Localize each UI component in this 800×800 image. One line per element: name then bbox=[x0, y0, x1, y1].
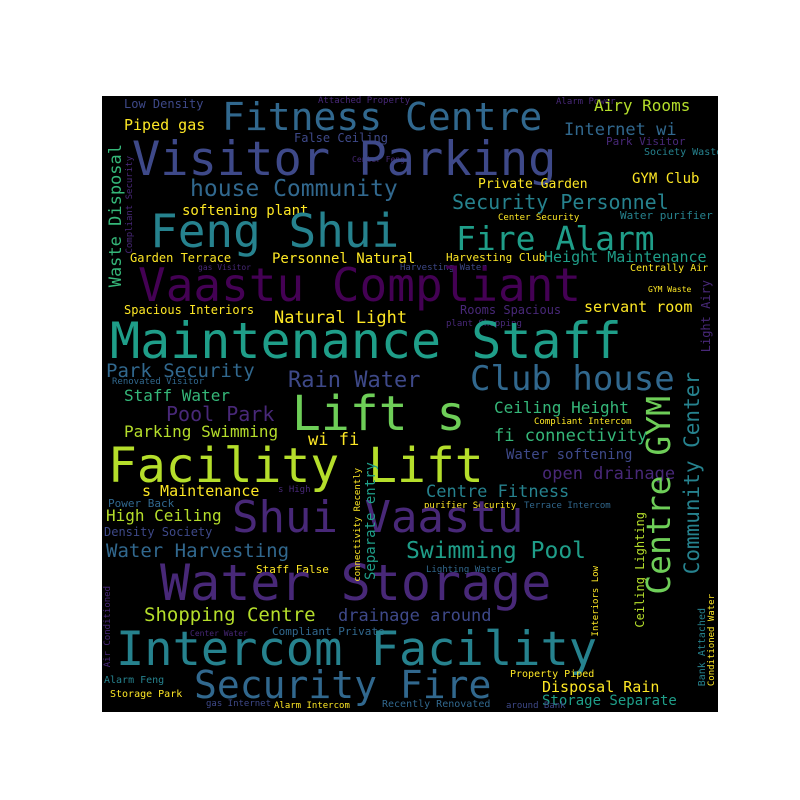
word: Water purifier bbox=[620, 209, 713, 222]
word: wi fi bbox=[308, 430, 360, 450]
word: GYM Waste bbox=[648, 285, 692, 294]
word: Alarm Intercom bbox=[274, 701, 350, 711]
word: Attached Property bbox=[318, 96, 411, 106]
word: Swimming Pool bbox=[406, 538, 587, 564]
word: Storage Separate bbox=[542, 693, 677, 709]
word: gas Internet bbox=[206, 699, 272, 709]
word: Harvesting Club bbox=[446, 251, 546, 264]
word: High Ceiling bbox=[106, 506, 222, 525]
word: Storage Park bbox=[110, 689, 183, 700]
word: Water Storage bbox=[160, 554, 552, 612]
word: Recently Renovated bbox=[382, 699, 491, 710]
word: Garden Terrace bbox=[130, 251, 232, 265]
word: Maintenance Staff bbox=[110, 312, 622, 370]
word: Vaastu Compliant bbox=[138, 258, 582, 312]
word: False Ceiling bbox=[294, 131, 388, 145]
word: Disposal Rain bbox=[542, 678, 660, 696]
word: Centre Fitness bbox=[426, 482, 570, 502]
word: softening plant bbox=[182, 203, 309, 219]
word: Pool Park bbox=[166, 402, 275, 426]
word: Piped gas bbox=[124, 116, 206, 134]
word: Interiors Low bbox=[591, 566, 601, 637]
word: Natural Light bbox=[274, 308, 408, 328]
word: Compliant Security bbox=[125, 156, 135, 254]
word: Harvesting Water bbox=[400, 263, 487, 273]
word: plant Shopping bbox=[446, 319, 522, 329]
word: Waste Disposal bbox=[106, 144, 126, 288]
word: Power Back bbox=[108, 497, 175, 510]
word: Facility Lift bbox=[108, 438, 484, 494]
word: Lift s bbox=[292, 386, 466, 442]
word: Private Garden bbox=[478, 177, 588, 192]
word: Society Waste bbox=[644, 147, 718, 158]
word: drainage around bbox=[338, 606, 492, 626]
word: Compliant Private bbox=[272, 625, 385, 638]
word: Ceiling Height bbox=[494, 398, 629, 417]
word: Fire Alarm bbox=[456, 219, 655, 258]
word: s High bbox=[278, 485, 311, 495]
word: Center Water bbox=[190, 629, 248, 638]
word: GYM Club bbox=[632, 171, 700, 187]
word: Lighting Water bbox=[426, 565, 502, 575]
word: Light Airy bbox=[699, 280, 713, 353]
word: Shui Vaastu bbox=[232, 492, 524, 543]
word: around Bank bbox=[506, 701, 566, 711]
word: Centrally Air bbox=[630, 263, 709, 274]
word: purifier Security bbox=[424, 501, 517, 511]
word: Conditioned Water bbox=[707, 594, 717, 687]
word: gas Visitor bbox=[198, 263, 251, 272]
word: Property Piped bbox=[510, 669, 595, 680]
word: house Community bbox=[190, 176, 398, 202]
word: Water Harvesting bbox=[106, 540, 290, 562]
word: Staff Water bbox=[124, 386, 230, 405]
word: Security Personnel bbox=[452, 190, 669, 214]
word: Alarm Power bbox=[556, 97, 616, 107]
word: Spacious Interiors bbox=[124, 303, 255, 317]
word: Feng Shui bbox=[150, 204, 400, 258]
word: Compliant Intercom bbox=[534, 417, 632, 427]
word: Shopping Centre bbox=[144, 604, 316, 626]
word: Internet wi bbox=[564, 120, 677, 140]
word: Alarm Feng bbox=[104, 675, 165, 686]
word: Fitness Centre bbox=[222, 96, 543, 139]
word: open drainage bbox=[542, 464, 676, 484]
word: fi connectivity bbox=[494, 426, 648, 446]
word: Center Feng bbox=[352, 155, 405, 164]
word: Height Maintenance bbox=[544, 248, 707, 266]
word: Rain Water bbox=[288, 368, 421, 393]
word: Terrace Intercom bbox=[524, 501, 611, 511]
word: Density Society bbox=[104, 525, 213, 539]
word: Park Visitor bbox=[606, 135, 686, 148]
word: Water softening bbox=[506, 447, 633, 463]
word: Separate entry bbox=[363, 462, 379, 581]
word: connectivity Recently bbox=[353, 468, 363, 582]
word: Low Density bbox=[124, 97, 204, 111]
word: Club house bbox=[470, 359, 675, 399]
word: Community Center bbox=[680, 372, 704, 575]
word: Staff False bbox=[256, 563, 329, 576]
word: Airy Rooms bbox=[594, 96, 691, 115]
word: Center Security bbox=[498, 213, 580, 223]
word: Parking Swimming bbox=[124, 422, 279, 441]
word: s Maintenance bbox=[142, 482, 260, 500]
word: Visitor Parking bbox=[132, 132, 557, 187]
word: Rooms Spacious bbox=[460, 303, 562, 317]
word-cloud: Low Density Attached Property Alarm Powe… bbox=[102, 96, 718, 712]
word: Air Conditioned bbox=[103, 586, 113, 668]
word: Security Fire bbox=[194, 663, 492, 707]
word: Renovated Visitor bbox=[112, 377, 205, 387]
word: Intercom Facility bbox=[116, 622, 598, 677]
word: Centre GYM bbox=[639, 396, 678, 595]
word: Personnel Natural bbox=[272, 251, 416, 267]
word: Park Security bbox=[106, 360, 255, 382]
word: servant room bbox=[584, 298, 693, 316]
